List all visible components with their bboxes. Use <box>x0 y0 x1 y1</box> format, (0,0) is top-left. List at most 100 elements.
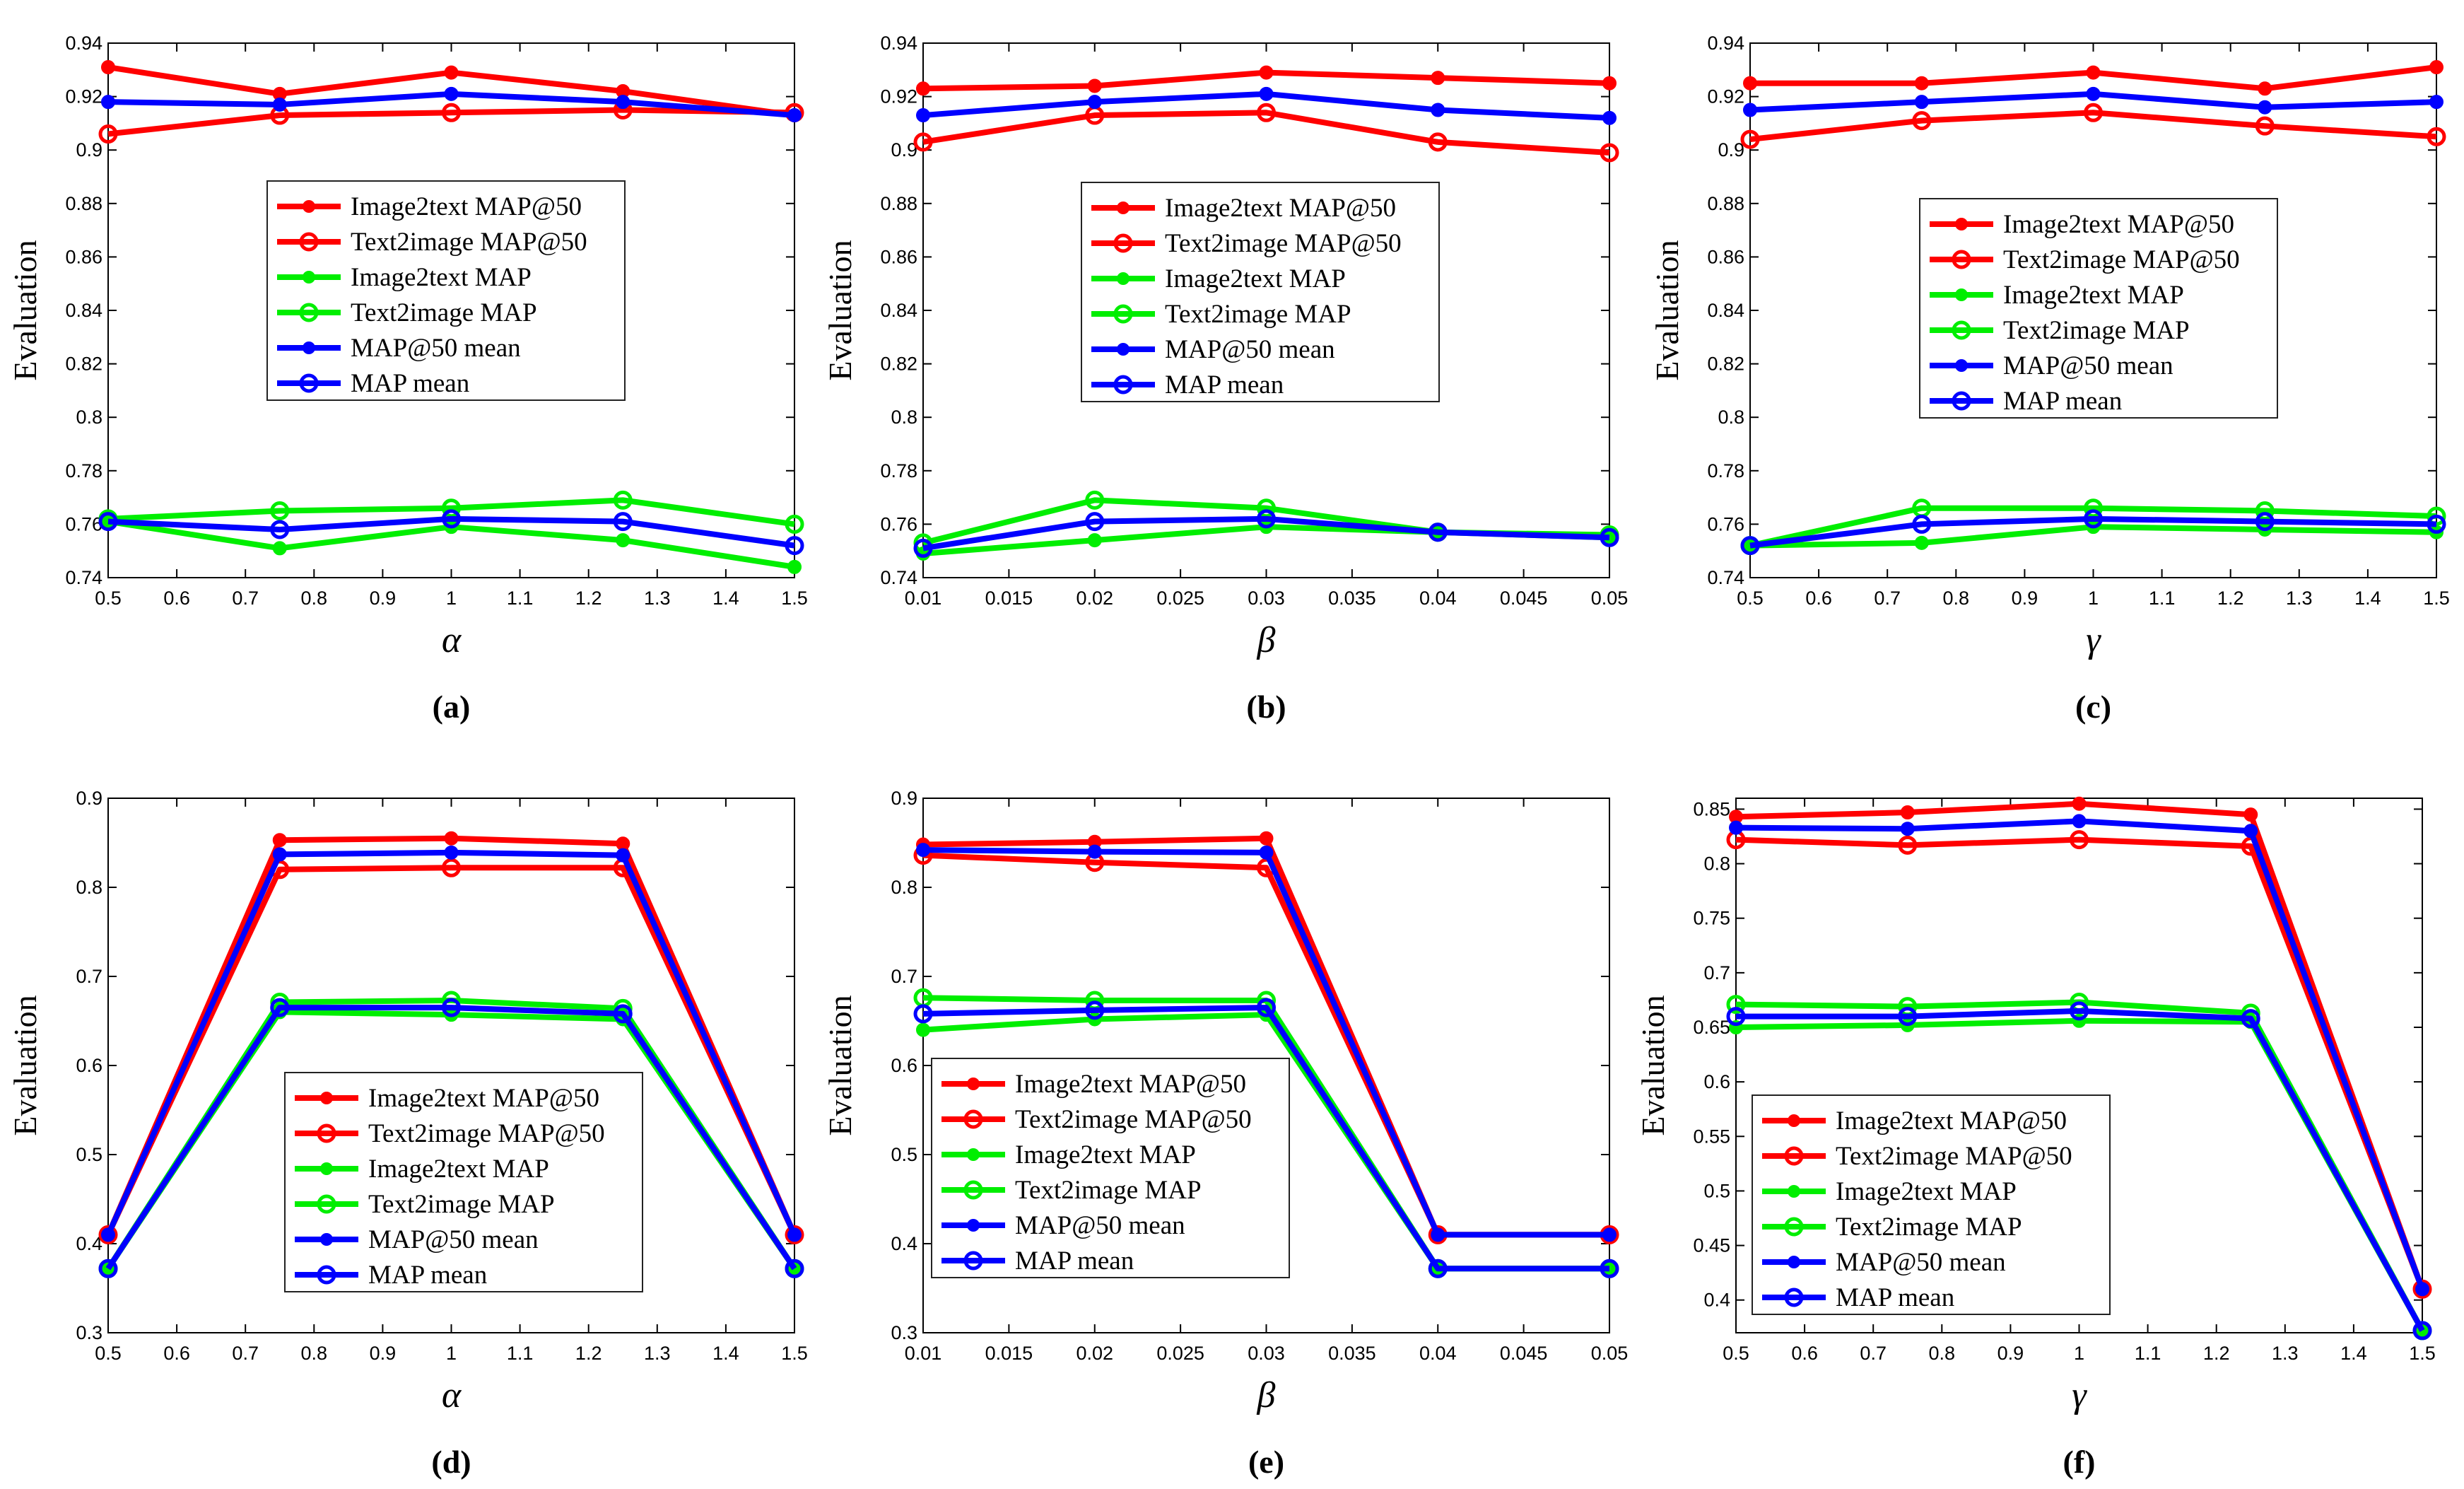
data-point <box>2084 509 2103 529</box>
y-tick-label: 0.4 <box>1703 1290 1730 1311</box>
x-tick-label: 1.2 <box>575 588 602 609</box>
legend-swatch-marker <box>967 1148 980 1161</box>
data-point <box>616 95 630 110</box>
x-tick-label: 1.4 <box>712 1343 739 1364</box>
y-tick-label: 0.45 <box>1693 1235 1730 1256</box>
legend-swatch-marker <box>1952 320 1971 340</box>
legend-box <box>1752 1094 2111 1315</box>
y-tick-label: 0.86 <box>880 246 917 267</box>
data-point <box>1602 76 1617 90</box>
legend-label: Image2text MAP@50 <box>1015 1070 1246 1099</box>
x-tick-label: 0.025 <box>1156 1343 1204 1364</box>
series-map50-mean <box>101 86 802 123</box>
x-tick-label: 0.5 <box>1737 588 1764 609</box>
x-axis-label: γ <box>2086 620 2101 660</box>
legend-entry: Text2image MAP <box>277 298 537 327</box>
data-point <box>2258 81 2272 96</box>
x-tick-label: 1.4 <box>2340 1343 2367 1364</box>
data-point <box>1428 522 1448 542</box>
legend-label: MAP@50 mean <box>1836 1248 2006 1277</box>
legend-label: Text2image MAP@50 <box>1165 229 1402 258</box>
x-tick-label: 0.025 <box>1156 588 1204 609</box>
series-map50-mean <box>916 843 1617 1242</box>
x-tick-label: 1.2 <box>2217 588 2244 609</box>
series-map-mean <box>98 509 804 556</box>
legend: Image2text MAP@50 Text2image MAP@50 Image2… <box>1081 182 1440 402</box>
data-point <box>1900 805 1915 820</box>
x-tick-label: 1.1 <box>507 1343 534 1364</box>
legend-entry: Image2text MAP@50 <box>1091 194 1396 223</box>
legend: Image2text MAP@50 Text2image MAP@50 Image2… <box>1919 198 2278 419</box>
x-tick-label: 0.8 <box>1943 588 1970 609</box>
x-tick-label: 1.3 <box>2286 588 2313 609</box>
legend-entry: Text2image MAP@50 <box>1930 245 2240 274</box>
series-line <box>1749 110 2437 143</box>
legend-swatch-marker <box>1113 233 1133 253</box>
y-tick-label: 0.65 <box>1693 1017 1730 1038</box>
legend-entry: MAP mean <box>295 1261 487 1290</box>
x-tick-label: 1.5 <box>2423 588 2450 609</box>
y-tick-label: 0.8 <box>1718 407 1744 428</box>
legend-entry: Image2text MAP <box>1762 1177 2017 1206</box>
legend-entry: Text2image MAP@50 <box>1091 229 1402 258</box>
x-tick-label: 0.7 <box>232 1343 259 1364</box>
legend-label: Image2text MAP@50 <box>368 1084 599 1113</box>
y-tick-label: 0.94 <box>880 33 917 54</box>
legend-swatch-marker <box>963 1109 983 1129</box>
y-tick-label: 0.88 <box>880 193 917 214</box>
legend-label: MAP mean <box>1165 370 1284 399</box>
legend-entry: Image2text MAP@50 <box>1930 210 2234 239</box>
data-point <box>272 847 287 862</box>
legend-label: Text2image MAP <box>1165 300 1351 329</box>
legend-entry: Text2image MAP <box>1762 1213 2022 1242</box>
data-point <box>272 97 287 112</box>
series-line <box>105 865 797 1237</box>
data-point <box>616 836 630 851</box>
legend-label: Text2image MAP <box>2003 316 2190 345</box>
x-tick-label: 0.03 <box>1248 588 1285 609</box>
x-tick-label: 0.045 <box>1500 588 1548 609</box>
legend-entry: Text2image MAP <box>941 1176 1202 1205</box>
data-point <box>2412 1321 2432 1341</box>
data-point <box>1740 536 1760 556</box>
legend-swatch-marker <box>1952 391 1971 411</box>
x-tick-label: 0.8 <box>301 1343 328 1364</box>
y-tick-label: 0.4 <box>76 1233 102 1254</box>
legend-swatch-marker <box>1788 1256 1800 1268</box>
data-point <box>2415 1282 2429 1297</box>
x-tick-label: 1.2 <box>575 1343 602 1364</box>
legend-entry: Text2image MAP <box>295 1190 555 1219</box>
data-point <box>1726 1007 1746 1027</box>
y-axis-label: Evaluation <box>1635 995 1671 1135</box>
y-tick-label: 0.82 <box>1707 354 1744 375</box>
x-tick-label: 0.01 <box>905 1343 942 1364</box>
data-point <box>1259 65 1274 80</box>
data-point <box>442 103 461 122</box>
data-point <box>270 520 290 539</box>
data-point <box>1912 111 1932 131</box>
legend-box <box>1919 198 2278 419</box>
data-point <box>1259 831 1274 846</box>
y-tick-label: 0.8 <box>76 877 102 898</box>
chart-panel-c: 0.5 0.6 0.7 0.8 0.9 1 1.1 1.2 1.3 1.4 1.5 0.74 0.76 0… <box>1649 33 2450 725</box>
series-i2t-map50 <box>1743 60 2444 96</box>
data-point <box>98 1259 118 1278</box>
legend-entry: Text2image MAP@50 <box>295 1119 605 1148</box>
data-point <box>1600 527 1619 547</box>
x-tick-label: 1.3 <box>644 1343 671 1364</box>
data-point <box>1085 512 1105 532</box>
x-tick-label: 1 <box>2074 1343 2084 1364</box>
x-tick-label: 0.015 <box>985 1343 1033 1364</box>
legend-entry: Text2image MAP@50 <box>277 228 587 257</box>
legend-swatch-marker <box>1955 218 1968 230</box>
data-point <box>270 501 290 520</box>
y-tick-label: 0.92 <box>880 86 917 107</box>
data-point <box>787 1227 802 1242</box>
y-tick-label: 0.85 <box>1693 798 1730 819</box>
legend-label: Image2text MAP <box>1015 1140 1196 1169</box>
series-map50-mean <box>916 86 1617 125</box>
data-point <box>1257 998 1276 1017</box>
legend-entry: Image2text MAP@50 <box>277 192 582 221</box>
legend-swatch-marker <box>320 1092 333 1104</box>
data-point <box>1087 533 1102 548</box>
